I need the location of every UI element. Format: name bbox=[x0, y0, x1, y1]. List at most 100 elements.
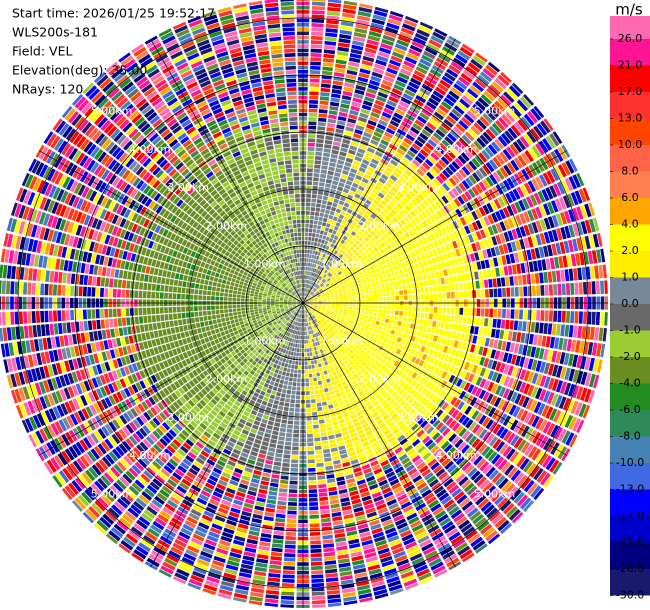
range-gate bbox=[546, 170, 556, 183]
range-gate bbox=[341, 285, 346, 290]
range-gate bbox=[478, 346, 484, 356]
range-gate bbox=[367, 271, 373, 276]
range-gate bbox=[446, 68, 459, 79]
range-gate bbox=[371, 411, 379, 418]
range-gate bbox=[469, 488, 481, 500]
range-gate bbox=[282, 570, 295, 575]
range-gate bbox=[499, 166, 509, 178]
range-gate bbox=[344, 272, 349, 277]
range-gate bbox=[332, 239, 337, 245]
range-gate bbox=[323, 328, 327, 332]
range-gate bbox=[345, 198, 352, 204]
range-gate bbox=[399, 199, 407, 207]
range-gate bbox=[575, 340, 581, 353]
range-gate bbox=[344, 130, 353, 137]
range-gate bbox=[489, 288, 494, 298]
range-gate bbox=[510, 391, 518, 403]
range-gate bbox=[535, 234, 542, 246]
range-gate bbox=[492, 423, 502, 435]
range-gate bbox=[384, 384, 392, 392]
range-gate bbox=[276, 364, 281, 370]
range-gate bbox=[325, 319, 330, 323]
range-gate bbox=[318, 281, 323, 286]
range-gate bbox=[523, 286, 528, 297]
range-gate bbox=[339, 306, 344, 309]
range-gate bbox=[313, 319, 317, 324]
range-gate bbox=[446, 346, 453, 355]
range-gate bbox=[264, 602, 279, 607]
range-gate bbox=[314, 301, 319, 303]
range-gate bbox=[347, 270, 353, 275]
range-gate bbox=[483, 318, 489, 327]
range-gate bbox=[326, 266, 331, 271]
range-gate bbox=[305, 399, 311, 404]
range-gate bbox=[294, 343, 298, 348]
range-gate bbox=[453, 398, 462, 408]
range-gate bbox=[413, 276, 419, 282]
range-gate bbox=[416, 312, 421, 318]
range-gate bbox=[390, 55, 403, 63]
range-gate bbox=[456, 378, 463, 388]
range-gate bbox=[370, 111, 380, 119]
range-gate bbox=[332, 265, 337, 270]
range-gate bbox=[290, 463, 299, 468]
range-gate bbox=[463, 235, 471, 245]
range-gate bbox=[513, 491, 525, 504]
range-gate bbox=[364, 314, 369, 319]
range-gate bbox=[397, 229, 404, 236]
range-gate bbox=[459, 497, 471, 508]
range-gate bbox=[593, 374, 600, 389]
range-gate bbox=[516, 99, 529, 112]
range-gate bbox=[494, 475, 506, 487]
range-gate bbox=[324, 187, 330, 193]
range-gate bbox=[317, 307, 322, 310]
range-gate bbox=[432, 248, 438, 256]
range-gate bbox=[562, 397, 571, 411]
range-gate bbox=[343, 343, 348, 348]
range-gate bbox=[322, 539, 334, 544]
range-gate bbox=[542, 172, 552, 185]
range-gate bbox=[269, 564, 282, 570]
range-gate bbox=[314, 312, 319, 316]
range-gate bbox=[296, 348, 300, 353]
range-gate bbox=[372, 400, 380, 407]
range-gate bbox=[551, 229, 559, 242]
range-gate bbox=[513, 275, 519, 286]
range-gate bbox=[303, 275, 306, 279]
range-gate bbox=[417, 385, 425, 393]
range-gate bbox=[267, 495, 277, 501]
range-gate bbox=[391, 186, 399, 194]
range-gate bbox=[346, 346, 351, 351]
range-gate bbox=[419, 58, 432, 68]
range-gate bbox=[526, 130, 537, 144]
range-gate bbox=[368, 344, 374, 350]
range-gate bbox=[348, 299, 353, 302]
range-gate bbox=[403, 137, 413, 146]
range-gate bbox=[402, 267, 408, 273]
range-gate bbox=[531, 386, 539, 398]
range-gate bbox=[410, 175, 419, 183]
range-gate bbox=[456, 494, 468, 505]
range-gate bbox=[376, 349, 382, 355]
range-gate bbox=[369, 335, 375, 341]
range-gate bbox=[402, 414, 410, 422]
range-gate bbox=[329, 210, 335, 216]
range-gate bbox=[318, 320, 323, 325]
range-gate bbox=[560, 226, 567, 240]
range-gate bbox=[318, 234, 323, 239]
range-gate bbox=[371, 188, 379, 195]
range-gate bbox=[448, 232, 455, 241]
range-gate bbox=[505, 505, 518, 518]
range-gate bbox=[452, 143, 463, 154]
range-gate bbox=[285, 437, 292, 442]
range-gate bbox=[300, 327, 303, 331]
range-gate bbox=[322, 286, 326, 290]
range-gate bbox=[293, 373, 298, 378]
range-gate bbox=[317, 190, 324, 196]
range-gate bbox=[323, 148, 331, 153]
range-gate bbox=[374, 324, 379, 330]
range-gate bbox=[399, 218, 407, 226]
range-gate bbox=[390, 10, 404, 18]
range-gate bbox=[328, 279, 332, 283]
range-gate bbox=[357, 230, 363, 236]
